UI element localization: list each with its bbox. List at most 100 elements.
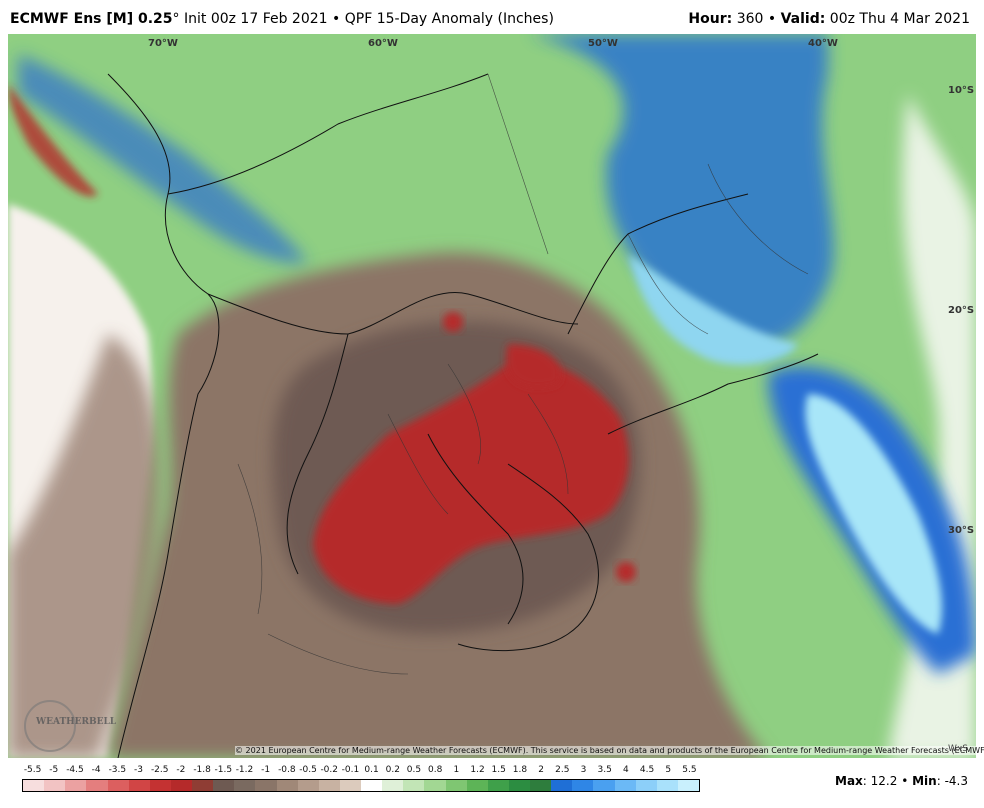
legend-tick-label: -3.5 xyxy=(108,765,127,775)
legend-swatch xyxy=(424,780,446,791)
deficit-andes-north xyxy=(8,84,98,197)
valid-info: Hour: 360 • Valid: 00z Thu 4 Mar 2021 xyxy=(688,11,970,27)
legend-tick-label: 2 xyxy=(538,765,544,775)
legend-tick-label: 0.8 xyxy=(427,765,443,775)
map-title: ECMWF Ens [M] 0.25° Init 00z 17 Feb 2021… xyxy=(10,11,554,27)
legend-tick-label: 5 xyxy=(665,765,672,775)
legend-tick-label: -3 xyxy=(134,765,144,775)
min-value: -4.3 xyxy=(944,774,968,788)
anomaly-map[interactable] xyxy=(8,34,976,758)
legend-tick-label: -2.5 xyxy=(150,765,169,775)
valid-value: 00z Thu 4 Mar 2021 xyxy=(829,11,970,27)
legend-tick-label: -5.5 xyxy=(23,765,42,775)
legend-tick-label: 0.5 xyxy=(406,765,422,775)
legend-tick-label: -1.8 xyxy=(193,765,211,775)
legend-swatch xyxy=(508,780,530,791)
deficit-spot-south xyxy=(616,562,636,582)
legend-swatch xyxy=(445,780,467,791)
legend-tick-label: 1.2 xyxy=(470,765,485,775)
title-bullet: • xyxy=(332,11,341,27)
legend-tick-label: -1 xyxy=(261,765,271,775)
legend-tick-label: -2 xyxy=(176,765,186,775)
product-name: QPF 15-Day Anomaly (Inches) xyxy=(344,11,554,27)
legend-tick-label: 3.5 xyxy=(597,765,612,775)
max-label: Max xyxy=(835,774,863,788)
atlantic-wet-core xyxy=(805,394,942,634)
legend-tick-label: 1.5 xyxy=(491,765,506,775)
hour-label: Hour: xyxy=(688,11,733,27)
legend-tick-label: -1.2 xyxy=(235,765,254,775)
legend-swatch xyxy=(593,780,615,791)
legend-tick-label: -0.5 xyxy=(299,765,317,775)
lon-label-50w: 50°W xyxy=(588,38,618,49)
legend-swatch xyxy=(466,780,488,791)
legend-tick-label: 0.1 xyxy=(364,765,379,775)
valid-label: Valid: xyxy=(780,11,826,27)
legend-tick-label: 5.5 xyxy=(682,765,697,775)
legend-swatch xyxy=(551,780,573,791)
legend-swatch xyxy=(170,780,192,791)
legend-swatch xyxy=(487,780,509,791)
legend-swatch xyxy=(255,780,277,791)
legend-tick-label: 4 xyxy=(622,765,629,775)
legend-tick-label: 4.5 xyxy=(639,765,655,775)
legend-tick-label: -0.1 xyxy=(341,765,360,775)
init-time: Init 00z 17 Feb 2021 xyxy=(183,11,328,27)
legend-swatch xyxy=(656,780,678,791)
legend-swatch xyxy=(339,780,361,791)
legend-tick-label: 2.5 xyxy=(555,765,570,775)
north-brazil-wet xyxy=(528,34,834,346)
legend-swatch xyxy=(361,780,383,791)
lat-label-10s: 10°S xyxy=(948,85,975,96)
legend-tick-label: -4.5 xyxy=(66,765,84,775)
legend-swatch xyxy=(149,780,171,791)
legend-swatch xyxy=(128,780,150,791)
weatherbell-logo xyxy=(24,700,76,752)
legend-swatch xyxy=(192,780,214,791)
max-min-stats: Max: 12.2 • Min: -4.3 xyxy=(835,774,968,788)
legend-tick-label: 1 xyxy=(453,765,460,775)
country-borders xyxy=(107,73,819,758)
copyright-notice: © 2021 European Centre for Medium-range … xyxy=(235,746,984,755)
lon-label-60w: 60°W xyxy=(368,38,398,49)
weatherbell-logo-text: WEATHERBELL xyxy=(36,717,117,727)
legend-swatch xyxy=(65,780,87,791)
legend-tick-label: 1.8 xyxy=(512,765,528,775)
legend-tick-label: -0.8 xyxy=(278,765,296,775)
legend-swatch xyxy=(677,780,699,791)
watermark-text: WxS xyxy=(948,744,968,754)
deficit-core xyxy=(313,361,629,604)
legend-tick-label: -5 xyxy=(49,765,59,775)
legend-swatch xyxy=(234,780,256,791)
legend-swatch xyxy=(297,780,319,791)
map-canvas xyxy=(8,34,976,758)
legend-swatch xyxy=(614,780,636,791)
state-borders xyxy=(237,73,809,675)
legend-tick-label: 3 xyxy=(580,765,587,775)
degree-sign: ° xyxy=(172,11,180,27)
deficit-north-lobe xyxy=(506,344,561,388)
min-label: Min xyxy=(912,774,937,788)
legend-swatch xyxy=(107,780,129,791)
lon-label-70w: 70°W xyxy=(148,38,178,49)
hour-value: 360 xyxy=(736,11,764,27)
legend-swatch xyxy=(23,780,45,791)
legend-swatch xyxy=(86,780,108,791)
lon-label-40w: 40°W xyxy=(808,38,838,49)
legend-swatch xyxy=(276,780,298,791)
legend-swatch xyxy=(530,780,552,791)
max-value: 12.2 xyxy=(870,774,898,788)
legend-swatch xyxy=(213,780,235,791)
valid-bullet: • xyxy=(767,11,777,27)
legend-tick-row: -5.5 -5 -4.5 -4 -3.5 -3 -2.5 -2 -1.8 -1.5 -1.2 -1 -0… xyxy=(22,765,702,779)
legend-swatch xyxy=(318,780,340,791)
legend-swatch xyxy=(572,780,594,791)
legend-tick-label: -1.5 xyxy=(214,765,233,775)
header: ECMWF Ens [M] 0.25° Init 00z 17 Feb 2021… xyxy=(0,0,984,34)
legend-swatch xyxy=(403,780,425,791)
legend-tick-label: 0.2 xyxy=(385,765,400,775)
legend-tick-label: -0.2 xyxy=(320,765,338,775)
stats-bullet: • xyxy=(901,774,909,788)
legend-swatch xyxy=(635,780,657,791)
legend-swatch xyxy=(44,780,66,791)
